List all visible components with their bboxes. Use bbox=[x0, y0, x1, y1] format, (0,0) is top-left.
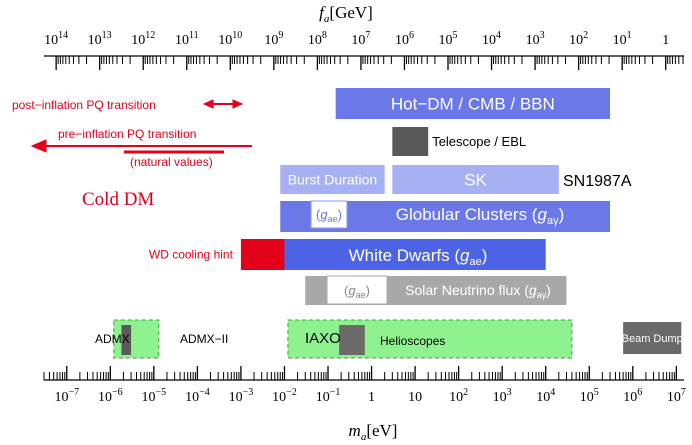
admx-ii-label: ADMX−II bbox=[180, 332, 228, 346]
top-axis-unit: [GeV] bbox=[329, 3, 372, 22]
bottom-tick-label: 10−5 bbox=[142, 387, 167, 405]
natural-values-label: (natural values) bbox=[130, 155, 213, 169]
bottom-tick-label: 103 bbox=[493, 387, 512, 405]
top-axis-symbol: f bbox=[319, 3, 326, 22]
bottom-axis-sub: a bbox=[361, 431, 367, 443]
top-axis-title: fa[GeV] bbox=[319, 3, 373, 25]
bottom-tick-label: 10−2 bbox=[272, 387, 297, 405]
experiment-regions bbox=[113, 319, 573, 359]
bottom-tick-label: 1 bbox=[368, 390, 375, 405]
bar-hot-dm bbox=[335, 88, 611, 119]
top-tick-label: 104 bbox=[482, 30, 501, 48]
top-tick-label: 1013 bbox=[88, 30, 112, 48]
top-axis-sub: a bbox=[324, 13, 330, 25]
experiment-admx bbox=[121, 325, 132, 355]
constraint-bars: Hot−DM / CMB / BBN Telescope / EBL Burst D… bbox=[149, 88, 683, 354]
bottom-tick-label: 105 bbox=[580, 387, 599, 405]
bar-label-beam-dump: Beam Dump bbox=[622, 333, 683, 345]
globular-gae-box bbox=[310, 200, 348, 229]
bottom-axis-unit: [eV] bbox=[366, 421, 397, 440]
top-axis bbox=[44, 55, 684, 70]
pre-inflation-arrow bbox=[30, 139, 252, 153]
post-inflation-arrow bbox=[202, 99, 244, 109]
solar-gae-g: g bbox=[348, 283, 356, 298]
bar-sk bbox=[392, 165, 559, 194]
bar-label-hot-dm: Hot−DM / CMB / BBN bbox=[391, 94, 555, 113]
bar-wd-cooling-hint bbox=[240, 239, 285, 270]
top-tick-label: 106 bbox=[395, 30, 414, 48]
bottom-tick-label: 10−1 bbox=[316, 387, 341, 405]
cold-dm-label: Cold DM bbox=[82, 189, 154, 210]
globular-gae-g: g bbox=[320, 207, 328, 222]
bar-label-burst-duration: Burst Duration bbox=[288, 171, 377, 187]
bottom-tick-label: 102 bbox=[449, 387, 468, 405]
bottom-tick-label: 107 bbox=[667, 387, 686, 405]
helioscopes-label: Helioscopes bbox=[380, 334, 445, 348]
solar-gae-box bbox=[326, 275, 388, 305]
bar-label-telescope: Telescope / EBL bbox=[432, 134, 526, 149]
top-tick-labels: 1014 1013 1012 1011 1010 109 108 107 106 105 104 10… bbox=[44, 30, 669, 48]
bottom-tick-label: 106 bbox=[623, 387, 642, 405]
top-tick-label: 109 bbox=[264, 30, 283, 48]
bar-beam-dump bbox=[623, 322, 682, 354]
bottom-tick-label: 10−7 bbox=[54, 387, 79, 405]
bottom-tick-label: 10−4 bbox=[185, 387, 210, 405]
solar-neutrino-label: Solar Neutrino flux (gaγ) bbox=[405, 282, 551, 300]
solar-gae-sub: ae bbox=[356, 290, 366, 300]
experiment-helioscopes bbox=[287, 319, 573, 359]
top-tick-label: 108 bbox=[308, 30, 327, 48]
post-inflation-label: post−inflation PQ transition bbox=[12, 98, 156, 112]
bottom-tick-label: 10−3 bbox=[229, 387, 254, 405]
top-tick-label: 101 bbox=[613, 30, 632, 48]
top-tick-label: 107 bbox=[351, 30, 370, 48]
iaxo-label: IAXO bbox=[305, 330, 341, 347]
admx-label: ADMX bbox=[95, 332, 130, 346]
top-tick-label: 103 bbox=[526, 30, 545, 48]
globular-gae-sub: ae bbox=[328, 214, 338, 224]
top-tick-label: 1011 bbox=[175, 30, 199, 48]
pre-inflation-label: pre−inflation PQ transition bbox=[58, 127, 196, 141]
bar-burst-duration bbox=[280, 165, 385, 194]
bar-telescope bbox=[392, 127, 429, 156]
experiment-admx-ii bbox=[113, 319, 160, 359]
bottom-tick-label: 10−6 bbox=[98, 387, 123, 405]
bottom-tick-labels: 10−7 10−6 10−5 10−4 10−3 10−2 10−1 1 10 102 103 104… bbox=[54, 387, 685, 405]
bottom-axis-title: ma[eV] bbox=[349, 421, 398, 443]
bar-white-dwarfs bbox=[284, 239, 546, 270]
bar-label-sk: SK bbox=[464, 170, 487, 189]
bottom-tick-label: 10 bbox=[408, 390, 422, 405]
sn1987a-label: SN1987A bbox=[563, 173, 632, 190]
white-dwarfs-label: White Dwarfs (gae) bbox=[349, 246, 488, 268]
top-tick-label: 1012 bbox=[131, 30, 155, 48]
bottom-axis bbox=[43, 366, 684, 381]
bottom-tick-label: 104 bbox=[536, 387, 555, 405]
experiment-iaxo-solid bbox=[339, 325, 365, 355]
top-tick-label: 102 bbox=[569, 30, 588, 48]
globular-clusters-label: Globular Clusters (gaγ) bbox=[396, 205, 564, 227]
bar-label-wd-cooling-hint: WD cooling hint bbox=[149, 248, 234, 262]
top-tick-label: 1014 bbox=[44, 30, 68, 48]
top-tick-label: 1 bbox=[662, 33, 669, 48]
top-tick-label: 1010 bbox=[218, 30, 242, 48]
top-tick-label: 105 bbox=[439, 30, 458, 48]
bottom-axis-symbol: m bbox=[349, 421, 361, 440]
